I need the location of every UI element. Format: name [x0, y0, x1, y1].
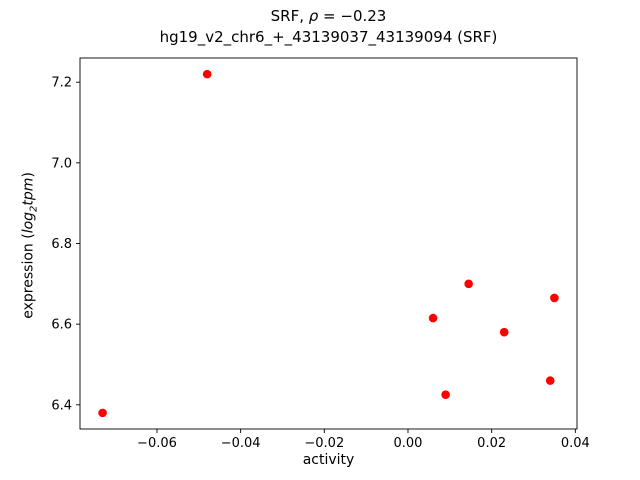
title-rho-symbol: ρ — [308, 7, 319, 25]
x-tick-label: −0.06 — [137, 436, 177, 451]
data-point — [499, 327, 509, 337]
data-point — [464, 279, 473, 289]
x-axis-label: activity — [302, 452, 355, 468]
y-tick-label: 6.6 — [51, 318, 72, 333]
x-tick-label: 0.04 — [561, 436, 590, 451]
data-point — [545, 376, 555, 385]
title-prefix: SRF, — [270, 7, 309, 25]
chart-title-line2: hg19_v2_chr6_+_43139037_43139094 (SRF) — [159, 28, 498, 46]
chart-title-line1: SRF, ρ = −0.23 — [80, 6, 577, 26]
axes-spines — [79, 57, 578, 430]
x-tick-label: 0.00 — [394, 436, 423, 451]
data-point — [98, 408, 107, 418]
y-tick-label: 7.2 — [51, 76, 72, 91]
y-tick-label: 7.0 — [51, 156, 72, 171]
y-tick-label: 6.4 — [51, 398, 72, 413]
data-point — [202, 69, 212, 79]
data-point — [428, 313, 438, 323]
data-point — [441, 390, 450, 400]
title-correlation-value: = −0.23 — [318, 7, 387, 25]
x-tick-label: −0.04 — [221, 436, 261, 451]
x-tick-label: −0.02 — [304, 436, 344, 451]
data-point — [550, 293, 559, 303]
y-tick-label: 6.8 — [51, 237, 72, 252]
x-tick-label: 0.02 — [477, 436, 506, 451]
